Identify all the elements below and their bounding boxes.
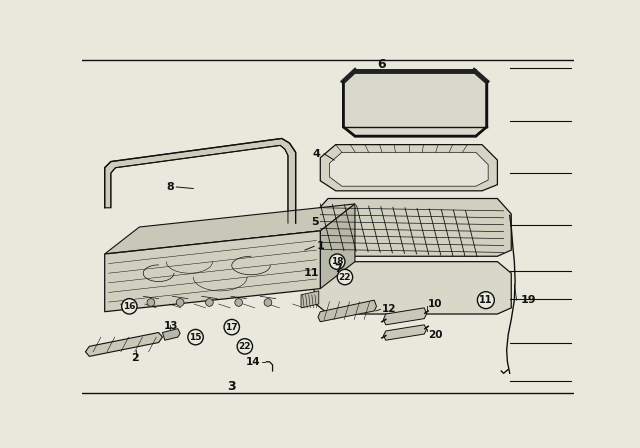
Circle shape [122,299,137,314]
Polygon shape [163,329,180,340]
Text: 7: 7 [334,264,342,274]
Text: 18: 18 [331,257,344,266]
Text: 15: 15 [189,332,202,342]
Polygon shape [320,145,497,191]
Polygon shape [314,198,511,256]
Text: 13: 13 [164,321,179,331]
Circle shape [205,299,213,306]
Polygon shape [344,71,486,136]
Text: 2: 2 [132,353,140,363]
Text: 22: 22 [339,272,351,281]
Text: 22: 22 [239,342,251,351]
Polygon shape [105,138,296,223]
Polygon shape [383,308,427,325]
Text: 6: 6 [378,58,386,71]
Circle shape [147,299,155,306]
Text: 1: 1 [316,241,324,251]
Circle shape [477,292,494,309]
Polygon shape [301,291,319,308]
Text: 12: 12 [382,304,396,314]
Text: 17: 17 [225,323,238,332]
Text: 4: 4 [312,149,320,159]
Polygon shape [105,204,355,254]
Polygon shape [320,204,355,289]
Circle shape [224,319,239,335]
Circle shape [330,254,345,269]
Polygon shape [105,231,320,312]
Polygon shape [314,262,511,314]
Circle shape [237,339,253,354]
Circle shape [235,299,243,306]
Text: 16: 16 [123,302,136,311]
Text: 10: 10 [428,299,443,309]
Text: 8: 8 [166,182,174,192]
Polygon shape [344,82,486,126]
Text: 11: 11 [479,295,493,305]
Polygon shape [318,300,376,322]
Circle shape [188,329,204,345]
Polygon shape [383,325,427,340]
Text: 11: 11 [303,268,319,278]
Circle shape [337,269,353,285]
Polygon shape [330,152,488,186]
Text: 5: 5 [311,217,319,227]
Polygon shape [86,332,163,356]
Text: 14: 14 [246,357,260,367]
Circle shape [176,299,184,306]
Circle shape [264,299,272,306]
Text: 3: 3 [227,380,236,393]
Text: 19: 19 [520,295,536,305]
Text: 20: 20 [428,330,443,340]
